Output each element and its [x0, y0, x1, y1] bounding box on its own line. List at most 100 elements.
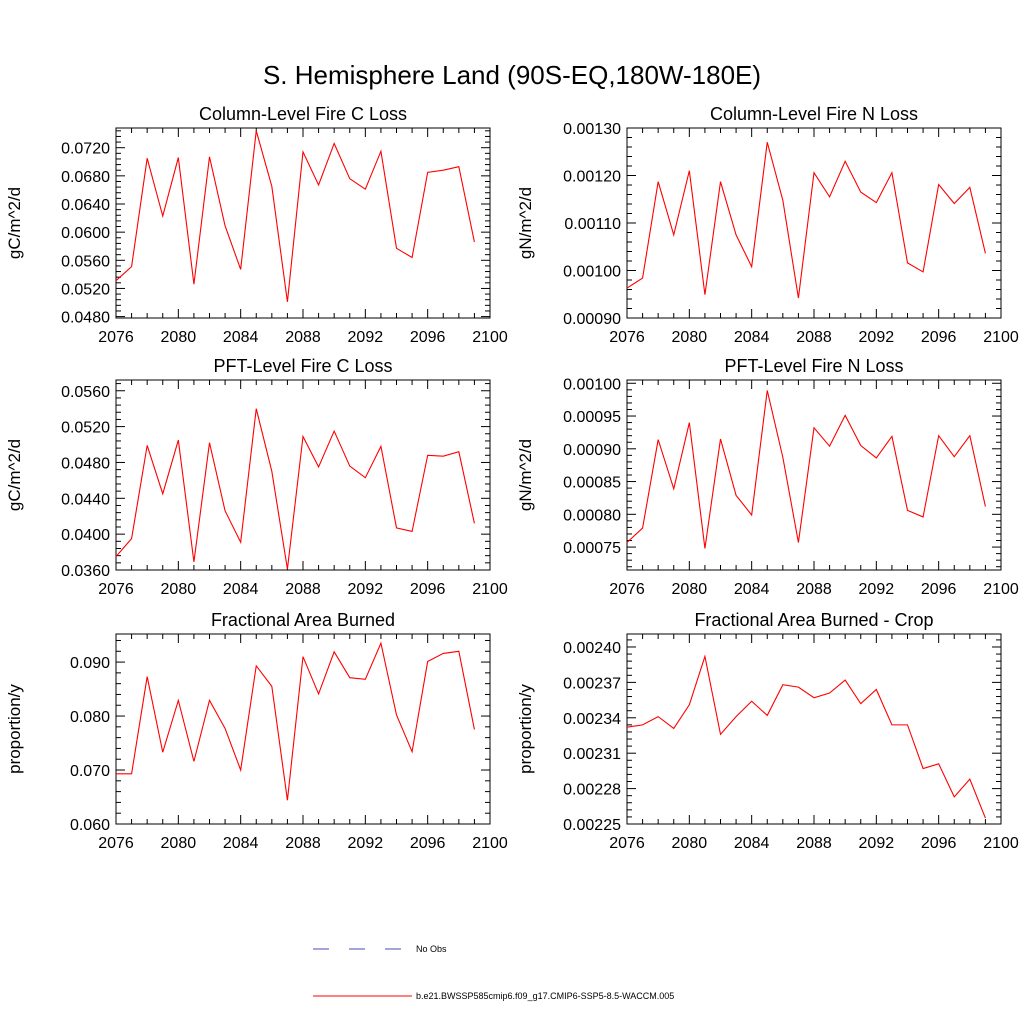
- y-axis-label: gN/m^2/d: [516, 439, 535, 511]
- y-tick-label: 0.0520: [61, 281, 110, 298]
- x-tick-label: 2096: [410, 581, 446, 598]
- plot-frame: [626, 379, 1002, 571]
- y-axis-label: proportion/y: [516, 684, 535, 774]
- y-tick-label: 0.00225: [563, 817, 621, 834]
- y-tick-label: 0.0560: [61, 253, 110, 270]
- x-tick-label: 2076: [609, 581, 645, 598]
- x-tick-label: 2100: [472, 835, 508, 852]
- y-tick-label: 0.0360: [61, 563, 110, 580]
- x-tick-label: 2088: [796, 581, 832, 598]
- x-tick-label: 2100: [983, 581, 1019, 598]
- plot-frame: [626, 127, 1002, 319]
- x-tick-label: 2096: [921, 329, 957, 346]
- y-axis-label: proportion/y: [5, 684, 24, 774]
- x-tick-label: 2084: [734, 329, 770, 346]
- y-axis-label: gC/m^2/d: [5, 187, 24, 259]
- x-tick-label: 2084: [223, 835, 259, 852]
- y-tick-label: 0.0640: [61, 197, 110, 214]
- data-series-line: [115, 408, 475, 570]
- y-tick-label: 0.090: [70, 655, 110, 672]
- y-tick-label: 0.0480: [61, 310, 110, 327]
- x-tick-label: 2088: [285, 835, 321, 852]
- y-tick-label: 0.00130: [563, 121, 621, 138]
- y-tick-label: 0.060: [70, 817, 110, 834]
- y-tick-label: 0.0720: [61, 141, 110, 158]
- data-series-line: [626, 390, 986, 549]
- x-tick-label: 2080: [672, 581, 708, 598]
- x-tick-label: 2088: [796, 835, 832, 852]
- x-tick-label: 2080: [161, 329, 197, 346]
- main-title: S. Hemisphere Land (90S-EQ,180W-180E): [263, 60, 761, 90]
- x-tick-label: 2088: [285, 581, 321, 598]
- y-tick-label: 0.00234: [563, 711, 621, 728]
- y-tick-label: 0.00237: [563, 675, 621, 692]
- x-tick-label: 2076: [98, 329, 134, 346]
- panel-title: Fractional Area Burned: [211, 610, 395, 630]
- chart-panel: Fractional Area Burned - Crop 2076 2080 208…: [516, 610, 1019, 852]
- y-tick-label: 0.0400: [61, 527, 110, 544]
- panel-title: Column-Level Fire C Loss: [199, 104, 407, 124]
- panel-title: PFT-Level Fire N Loss: [724, 356, 903, 376]
- data-series-line: [116, 641, 475, 801]
- x-tick-label: 2096: [921, 835, 957, 852]
- x-tick-label: 2096: [410, 329, 446, 346]
- x-tick-label: 2092: [348, 581, 384, 598]
- x-tick-label: 2096: [921, 581, 957, 598]
- chart-panel: PFT-Level Fire C Loss 2076 2080 2084 2088 209…: [5, 356, 508, 598]
- y-tick-label: 0.00110: [564, 216, 621, 233]
- y-tick-label: 0.00090: [563, 311, 621, 328]
- x-tick-label: 2076: [98, 835, 134, 852]
- x-tick-label: 2100: [983, 835, 1019, 852]
- y-tick-label: 0.00090: [563, 442, 621, 459]
- legend: No Obs b.e21.BWSSP585cmip6.f09_g17.CMIP6-…: [313, 944, 674, 1001]
- chart-panel: Column-Level Fire N Loss 2076 2080 2084 2088…: [516, 104, 1019, 346]
- plot-frame: [115, 379, 491, 571]
- data-series-line: [626, 654, 986, 819]
- x-tick-label: 2092: [348, 329, 384, 346]
- x-tick-label: 2092: [859, 329, 895, 346]
- x-tick-label: 2080: [161, 581, 197, 598]
- y-tick-label: 0.00100: [563, 264, 621, 281]
- y-axis-label: gN/m^2/d: [516, 187, 535, 259]
- y-tick-label: 0.0520: [61, 420, 110, 437]
- x-tick-label: 2076: [98, 581, 134, 598]
- x-tick-label: 2092: [859, 835, 895, 852]
- x-tick-label: 2088: [796, 329, 832, 346]
- x-tick-label: 2084: [734, 835, 770, 852]
- y-tick-label: 0.00095: [563, 409, 621, 426]
- x-tick-label: 2076: [609, 835, 645, 852]
- y-tick-label: 0.0480: [61, 455, 110, 472]
- x-tick-label: 2084: [223, 329, 259, 346]
- panel-title: Column-Level Fire N Loss: [710, 104, 918, 124]
- plot-frame: [626, 633, 1002, 825]
- legend-label: No Obs: [416, 944, 447, 954]
- x-tick-label: 2100: [472, 581, 508, 598]
- y-tick-label: 0.00085: [563, 475, 621, 492]
- x-tick-label: 2080: [672, 835, 708, 852]
- x-tick-label: 2084: [734, 581, 770, 598]
- y-tick-label: 0.00240: [563, 640, 621, 657]
- x-tick-label: 2100: [472, 329, 508, 346]
- panels: Column-Level Fire C Loss 2076 2080 2084 2088…: [5, 104, 1019, 852]
- x-tick-label: 2080: [672, 329, 708, 346]
- x-tick-label: 2100: [983, 329, 1019, 346]
- y-tick-label: 0.00080: [563, 507, 621, 524]
- y-tick-label: 0.080: [70, 709, 110, 726]
- panel-title: PFT-Level Fire C Loss: [213, 356, 392, 376]
- y-tick-label: 0.00231: [563, 746, 621, 763]
- y-tick-label: 0.0680: [61, 169, 110, 186]
- chart-panel: Column-Level Fire C Loss 2076 2080 2084 2088…: [5, 104, 508, 346]
- legend-label: b.e21.BWSSP585cmip6.f09_g17.CMIP6-SSP5-8…: [416, 991, 674, 1001]
- chart-panel: Fractional Area Burned 2076 2080 2084 2088 20…: [5, 610, 508, 852]
- x-tick-label: 2076: [609, 329, 645, 346]
- y-tick-label: 0.00228: [563, 782, 621, 799]
- y-tick-label: 0.0440: [61, 491, 110, 508]
- y-axis-label: gC/m^2/d: [5, 439, 24, 511]
- data-series-line: [115, 130, 475, 302]
- x-tick-label: 2096: [410, 835, 446, 852]
- y-tick-label: 0.00100: [563, 376, 621, 393]
- chart-panel: PFT-Level Fire N Loss 2076 2080 2084 2088 209…: [516, 356, 1019, 598]
- x-tick-label: 2084: [223, 581, 259, 598]
